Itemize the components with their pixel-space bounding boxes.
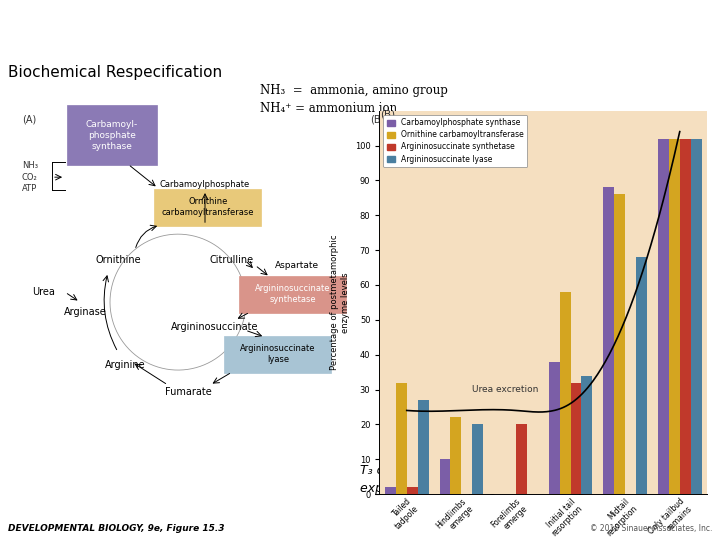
FancyBboxPatch shape: [239, 276, 346, 313]
Y-axis label: Percentage of postmetamorphic
enzyme levels: Percentage of postmetamorphic enzyme lev…: [330, 235, 351, 370]
Bar: [603, 187, 614, 494]
Text: expression that upregulates these genes.: expression that upregulates these genes.: [360, 482, 620, 495]
Text: Ornithine
carbamoyltransferase: Ornithine carbamoyltransferase: [162, 197, 254, 217]
Text: (B): (B): [370, 114, 384, 124]
Text: T₃ causes a shift in transcription factor: T₃ causes a shift in transcription facto…: [360, 463, 602, 476]
Bar: [407, 487, 418, 494]
Bar: [439, 459, 451, 494]
Text: Carbamoyl-
phosphate
synthase: Carbamoyl- phosphate synthase: [86, 119, 138, 151]
FancyBboxPatch shape: [154, 189, 261, 226]
Bar: [582, 376, 593, 494]
Bar: [680, 139, 690, 494]
Text: Metamorphosis: Amphibians: Metamorphosis: Amphibians: [9, 16, 366, 36]
Text: (B): (B): [381, 110, 396, 120]
Text: Aspartate: Aspartate: [275, 261, 319, 269]
Legend: Carbamoylphosphate synthase, Ornithine carbamoyltransferase, Argininosuccinate s: Carbamoylphosphate synthase, Ornithine c…: [383, 114, 527, 167]
Text: Urea: Urea: [32, 287, 55, 297]
Bar: [636, 257, 647, 494]
Bar: [614, 194, 625, 494]
Bar: [396, 382, 407, 494]
Bar: [570, 382, 582, 494]
Text: Fumarate: Fumarate: [165, 387, 212, 397]
Bar: [472, 424, 483, 494]
Bar: [658, 139, 669, 494]
Text: Argininosuccinate
lyase: Argininosuccinate lyase: [240, 344, 316, 364]
Text: © 2010 Sinauer Associates, Inc.: © 2010 Sinauer Associates, Inc.: [590, 523, 712, 532]
Bar: [549, 362, 559, 494]
Text: Argininosuccinate: Argininosuccinate: [171, 322, 258, 332]
Text: Ornithine: Ornithine: [95, 255, 141, 265]
Text: NH₄⁺ = ammonium ion: NH₄⁺ = ammonium ion: [260, 102, 397, 114]
Bar: [669, 139, 680, 494]
Bar: [385, 487, 396, 494]
FancyBboxPatch shape: [67, 105, 157, 165]
Text: NH₃
CO₂
ATP: NH₃ CO₂ ATP: [22, 161, 38, 193]
Text: Citrulline: Citrulline: [210, 255, 254, 265]
Text: Arginine: Arginine: [104, 360, 145, 370]
Text: Carbamoylphosphate: Carbamoylphosphate: [160, 180, 251, 188]
Bar: [451, 417, 462, 494]
Bar: [418, 400, 428, 494]
Text: Urea excretion: Urea excretion: [472, 385, 539, 394]
Bar: [559, 292, 570, 494]
Text: DEVELOPMENTAL BIOLOGY, 9e, Figure 15.3: DEVELOPMENTAL BIOLOGY, 9e, Figure 15.3: [8, 523, 225, 532]
Text: (A): (A): [22, 114, 36, 124]
Text: Arginase: Arginase: [63, 307, 107, 317]
Text: NH₃  =  ammonia, amino group: NH₃ = ammonia, amino group: [260, 84, 448, 97]
Text: Argininosuccinate
synthetase: Argininosuccinate synthetase: [256, 284, 330, 304]
Bar: [690, 139, 701, 494]
Bar: [516, 424, 527, 494]
FancyBboxPatch shape: [224, 336, 331, 373]
Text: Biochemical Respecification: Biochemical Respecification: [8, 65, 222, 80]
